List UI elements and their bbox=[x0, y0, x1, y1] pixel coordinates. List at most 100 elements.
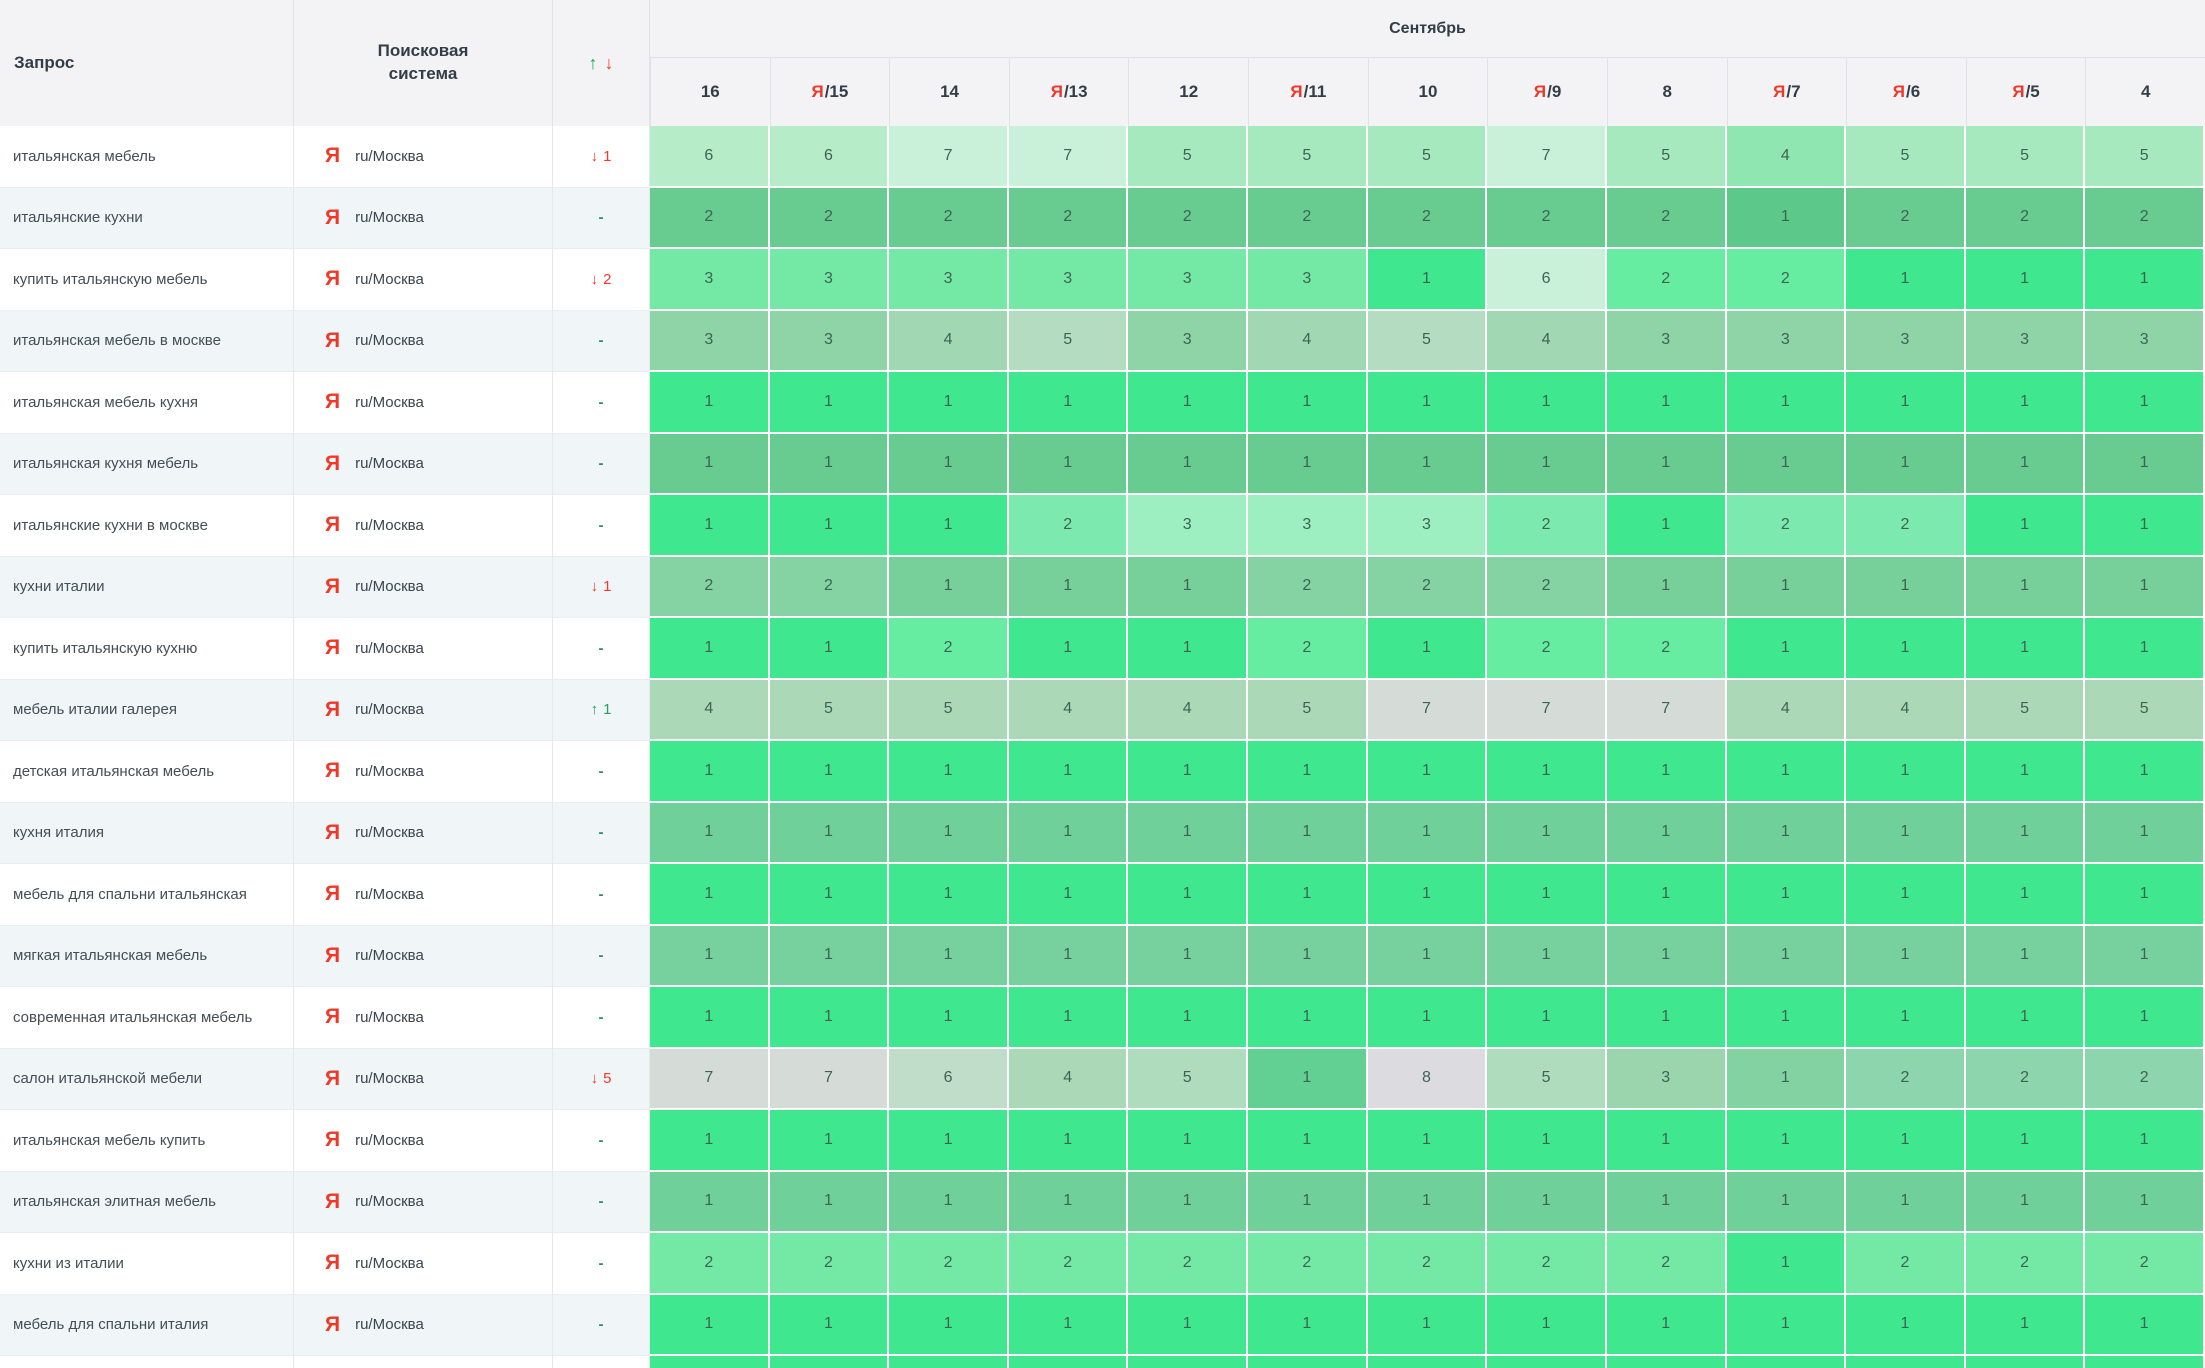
position-cell[interactable]: 1 bbox=[1846, 864, 1966, 926]
position-cell[interactable]: 1 bbox=[889, 925, 1009, 987]
position-cell[interactable]: 2 bbox=[1965, 1233, 2086, 1295]
position-cell[interactable]: 1 bbox=[1606, 1294, 1727, 1356]
query-cell[interactable]: кухни из италии bbox=[0, 1233, 294, 1295]
date-column-header[interactable]: Я/5 bbox=[1965, 58, 2086, 126]
position-cell[interactable]: 5 bbox=[1248, 679, 1368, 741]
position-cell[interactable]: 1 bbox=[1128, 618, 1249, 680]
position-cell[interactable]: 1 bbox=[769, 372, 890, 434]
position-cell[interactable]: 1 bbox=[1367, 987, 1488, 1049]
position-cell[interactable]: 3 bbox=[1248, 495, 1368, 557]
position-cell[interactable]: 1 bbox=[1726, 556, 1847, 618]
position-cell[interactable]: 1 bbox=[1367, 741, 1488, 803]
position-cell[interactable]: 1 bbox=[650, 1171, 770, 1233]
position-cell[interactable]: 1 bbox=[1248, 1171, 1368, 1233]
position-cell[interactable]: 2 bbox=[1487, 1233, 1607, 1295]
position-cell[interactable]: 1 bbox=[1367, 864, 1488, 926]
position-cell[interactable]: 2 bbox=[2085, 1048, 2205, 1110]
position-cell[interactable]: 4 bbox=[650, 679, 770, 741]
position-cell[interactable]: 1 bbox=[2085, 249, 2205, 311]
position-cell[interactable]: 1 bbox=[650, 864, 770, 926]
position-cell[interactable]: 6 bbox=[769, 126, 890, 188]
position-cell[interactable]: 5 bbox=[1965, 679, 2086, 741]
position-cell[interactable]: 2 bbox=[1965, 1048, 2086, 1110]
position-cell[interactable]: 5 bbox=[1248, 126, 1368, 188]
query-cell[interactable]: кухни италии bbox=[0, 556, 294, 618]
position-cell[interactable]: 1 bbox=[1248, 864, 1368, 926]
position-cell[interactable]: 1 bbox=[1367, 433, 1488, 495]
col-header-change[interactable]: ↑ ↓ bbox=[553, 0, 650, 126]
query-cell[interactable]: итальянская кухня мебель bbox=[0, 433, 294, 495]
position-cell[interactable]: 1 bbox=[1248, 1294, 1368, 1356]
position-cell[interactable]: 1 bbox=[1367, 1294, 1488, 1356]
position-cell[interactable]: 1 bbox=[1606, 925, 1727, 987]
position-cell[interactable]: 2 bbox=[889, 618, 1009, 680]
position-cell[interactable]: 2 bbox=[1606, 1233, 1727, 1295]
query-cell[interactable]: итальянские кухни в москве bbox=[0, 495, 294, 557]
position-cell[interactable]: 2 bbox=[1248, 556, 1368, 618]
date-column-header[interactable]: 12 bbox=[1128, 58, 1248, 126]
position-cell[interactable]: 1 bbox=[1248, 987, 1368, 1049]
position-cell[interactable]: 4 bbox=[1726, 126, 1847, 188]
position-cell[interactable]: 1 bbox=[1487, 925, 1607, 987]
query-cell[interactable]: итальянская мебель в москве bbox=[0, 310, 294, 372]
position-cell[interactable] bbox=[889, 1356, 1009, 1368]
position-cell[interactable]: 1 bbox=[650, 1294, 770, 1356]
position-cell[interactable]: 2 bbox=[1487, 556, 1607, 618]
position-cell[interactable]: 1 bbox=[1487, 802, 1607, 864]
position-cell[interactable]: 1 bbox=[769, 864, 890, 926]
position-cell[interactable]: 1 bbox=[1248, 1048, 1368, 1110]
position-cell[interactable]: 2 bbox=[1487, 495, 1607, 557]
position-cell[interactable]: 1 bbox=[650, 1110, 770, 1172]
position-cell[interactable]: 2 bbox=[1248, 618, 1368, 680]
position-cell[interactable]: 4 bbox=[1128, 679, 1249, 741]
position-cell[interactable]: 5 bbox=[1367, 310, 1488, 372]
date-column-header[interactable]: 16 bbox=[650, 58, 770, 126]
position-cell[interactable]: 1 bbox=[2085, 1110, 2205, 1172]
position-cell[interactable]: 1 bbox=[1248, 802, 1368, 864]
position-cell[interactable]: 1 bbox=[769, 1294, 890, 1356]
position-cell[interactable]: 7 bbox=[1487, 679, 1607, 741]
position-cell[interactable]: 1 bbox=[2085, 372, 2205, 434]
position-cell[interactable]: 7 bbox=[889, 126, 1009, 188]
position-cell[interactable]: 1 bbox=[650, 433, 770, 495]
position-cell[interactable]: 1 bbox=[769, 925, 890, 987]
position-cell[interactable]: 1 bbox=[1128, 1171, 1249, 1233]
position-cell[interactable]: 7 bbox=[1367, 679, 1488, 741]
query-cell[interactable]: салон итальянской мебели bbox=[0, 1048, 294, 1110]
position-cell[interactable]: 1 bbox=[1846, 556, 1966, 618]
position-cell[interactable]: 6 bbox=[889, 1048, 1009, 1110]
position-cell[interactable]: 5 bbox=[1367, 126, 1488, 188]
position-cell[interactable]: 2 bbox=[1367, 187, 1488, 249]
position-cell[interactable]: 1 bbox=[769, 802, 890, 864]
position-cell[interactable]: 1 bbox=[2085, 1294, 2205, 1356]
position-cell[interactable]: 2 bbox=[1128, 1233, 1249, 1295]
position-cell[interactable]: 4 bbox=[1008, 679, 1129, 741]
position-cell[interactable]: 1 bbox=[1128, 1294, 1249, 1356]
position-cell[interactable]: 1 bbox=[1965, 372, 2086, 434]
position-cell[interactable]: 4 bbox=[1248, 310, 1368, 372]
position-cell[interactable]: 1 bbox=[650, 372, 770, 434]
position-cell[interactable]: 1 bbox=[769, 1110, 890, 1172]
position-cell[interactable]: 1 bbox=[1128, 925, 1249, 987]
position-cell[interactable]: 1 bbox=[769, 987, 890, 1049]
position-cell[interactable] bbox=[1128, 1356, 1249, 1368]
position-cell[interactable]: 1 bbox=[1726, 372, 1847, 434]
position-cell[interactable]: 1 bbox=[1965, 1294, 2086, 1356]
position-cell[interactable]: 1 bbox=[889, 1110, 1009, 1172]
position-cell[interactable]: 5 bbox=[1965, 126, 2086, 188]
position-cell[interactable]: 1 bbox=[1965, 249, 2086, 311]
date-column-header[interactable]: 10 bbox=[1367, 58, 1488, 126]
position-cell[interactable]: 1 bbox=[1965, 1110, 2086, 1172]
position-cell[interactable]: 3 bbox=[650, 249, 770, 311]
position-cell[interactable]: 5 bbox=[1846, 126, 1966, 188]
position-cell[interactable] bbox=[2085, 1356, 2205, 1368]
position-cell[interactable]: 8 bbox=[1367, 1048, 1488, 1110]
position-cell[interactable]: 2 bbox=[650, 1233, 770, 1295]
query-cell[interactable]: мебель италии галерея bbox=[0, 679, 294, 741]
position-cell[interactable]: 1 bbox=[1367, 1171, 1488, 1233]
position-cell[interactable]: 7 bbox=[1008, 126, 1129, 188]
position-cell[interactable]: 1 bbox=[1965, 802, 2086, 864]
position-cell[interactable]: 3 bbox=[769, 249, 890, 311]
position-cell[interactable]: 2 bbox=[1606, 618, 1727, 680]
position-cell[interactable]: 1 bbox=[1606, 372, 1727, 434]
